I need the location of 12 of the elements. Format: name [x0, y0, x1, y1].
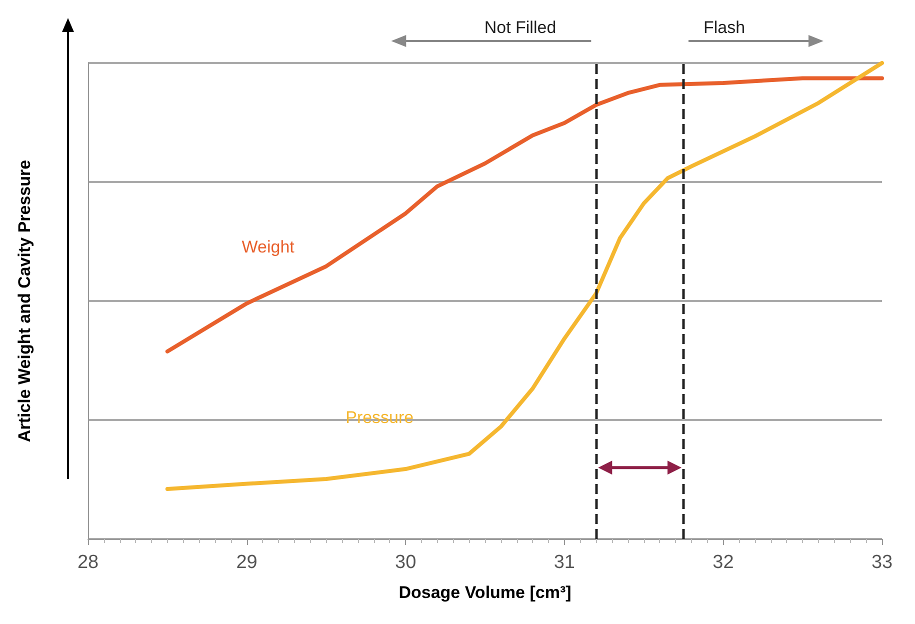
y-axis-title: Article Weight and Cavity Pressure [15, 160, 34, 442]
x-tick-label: 28 [77, 552, 99, 573]
x-tick-label: 32 [712, 552, 734, 573]
x-axis-title: Dosage Volume [cm³] [398, 583, 572, 602]
text: Not Filled [484, 18, 556, 37]
series-label: Weight [242, 237, 295, 256]
text: Flash [704, 18, 746, 37]
x-tick-label: 31 [554, 552, 575, 573]
x-tick-label: 29 [236, 552, 258, 573]
x-tick-label: 33 [871, 552, 893, 573]
x-tick-label: 30 [395, 552, 416, 573]
text: Pressure [346, 408, 414, 428]
